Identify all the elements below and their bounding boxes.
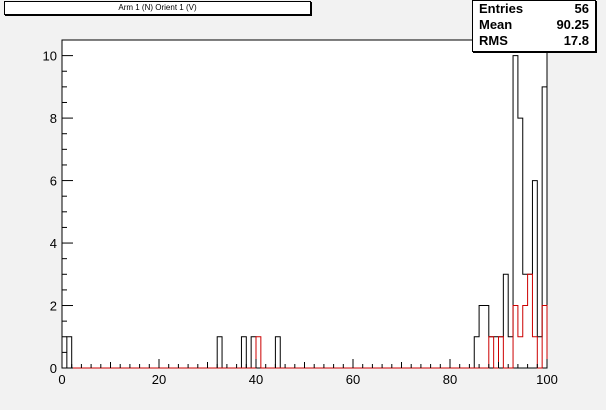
y-tick-label: 0 xyxy=(50,361,57,376)
stats-box: Entries 56 Mean 90.25 RMS 17.8 xyxy=(472,0,596,52)
stats-key: Mean xyxy=(479,17,513,32)
y-tick-label: 10 xyxy=(43,49,57,64)
plot-frame xyxy=(61,39,548,369)
x-tick-label: 20 xyxy=(152,372,166,387)
x-tick-label: 100 xyxy=(536,372,558,387)
stats-row-mean: Mean 90.25 xyxy=(479,17,589,33)
y-tick-label: 2 xyxy=(50,299,57,314)
axis-ticks: 0 20 40 60 80 100 0 2 4 6 8 10 xyxy=(43,39,558,387)
stats-value: 56 xyxy=(574,1,589,16)
x-tick-label: 40 xyxy=(249,372,263,387)
y-tick-label: 4 xyxy=(50,236,57,251)
stats-row-rms: RMS 17.8 xyxy=(479,33,589,49)
histogram-line-1 xyxy=(62,273,548,369)
x-tick-label: 80 xyxy=(443,372,457,387)
stats-value: 17.8 xyxy=(563,33,589,48)
stats-row-entries: Entries 56 xyxy=(479,1,589,17)
histogram-series xyxy=(62,55,548,369)
stats-key: Entries xyxy=(479,1,524,16)
y-tick-label: 6 xyxy=(50,174,57,189)
stats-key: RMS xyxy=(479,33,508,48)
y-tick-label: 8 xyxy=(50,111,57,126)
x-tick-label: 0 xyxy=(58,372,65,387)
plot-area xyxy=(61,39,548,369)
histogram-title: Arm 1 (N) Orient 1 (V) xyxy=(4,1,311,15)
stats-value: 90.25 xyxy=(556,17,589,32)
x-tick-label: 60 xyxy=(346,372,360,387)
